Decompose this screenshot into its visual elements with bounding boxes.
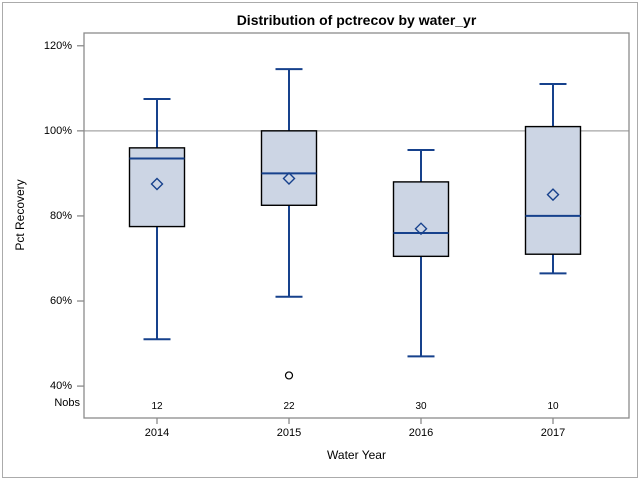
x-category-label: 2017 (540, 427, 566, 439)
nobs-value: 12 (151, 401, 163, 412)
nobs-value: 22 (283, 401, 295, 412)
nobs-value: 10 (547, 401, 559, 412)
y-tick-label: 60% (49, 295, 72, 307)
mean-diamond-2015 (282, 172, 296, 185)
y-tick-label: 100% (43, 124, 72, 137)
mean-diamond-2017 (546, 188, 560, 202)
iqr-box-2014 (128, 147, 186, 228)
x-category-label: 2015 (276, 427, 302, 439)
x-category-label: 2014 (144, 427, 170, 439)
mean-diamond-2014 (150, 177, 164, 191)
outlier-marker-2015 (284, 371, 294, 380)
y-tick-label: 120% (43, 39, 72, 52)
iqr-box-2015 (260, 130, 318, 206)
chart-title: Distribution of pctrecov by water_yr (236, 12, 477, 28)
x-category-label: 2016 (408, 427, 434, 439)
y-tick-label: 80% (49, 209, 72, 222)
nobs-value: 30 (415, 401, 427, 412)
y-tick-label: 40% (49, 380, 72, 393)
nobs-row-label: Nobs (54, 397, 80, 409)
x-axis-title: Water Year (327, 448, 386, 462)
iqr-box-2016 (392, 181, 450, 258)
iqr-box-2017 (524, 125, 582, 255)
mean-diamond-2016 (414, 222, 428, 236)
plot-frame (83, 32, 630, 419)
